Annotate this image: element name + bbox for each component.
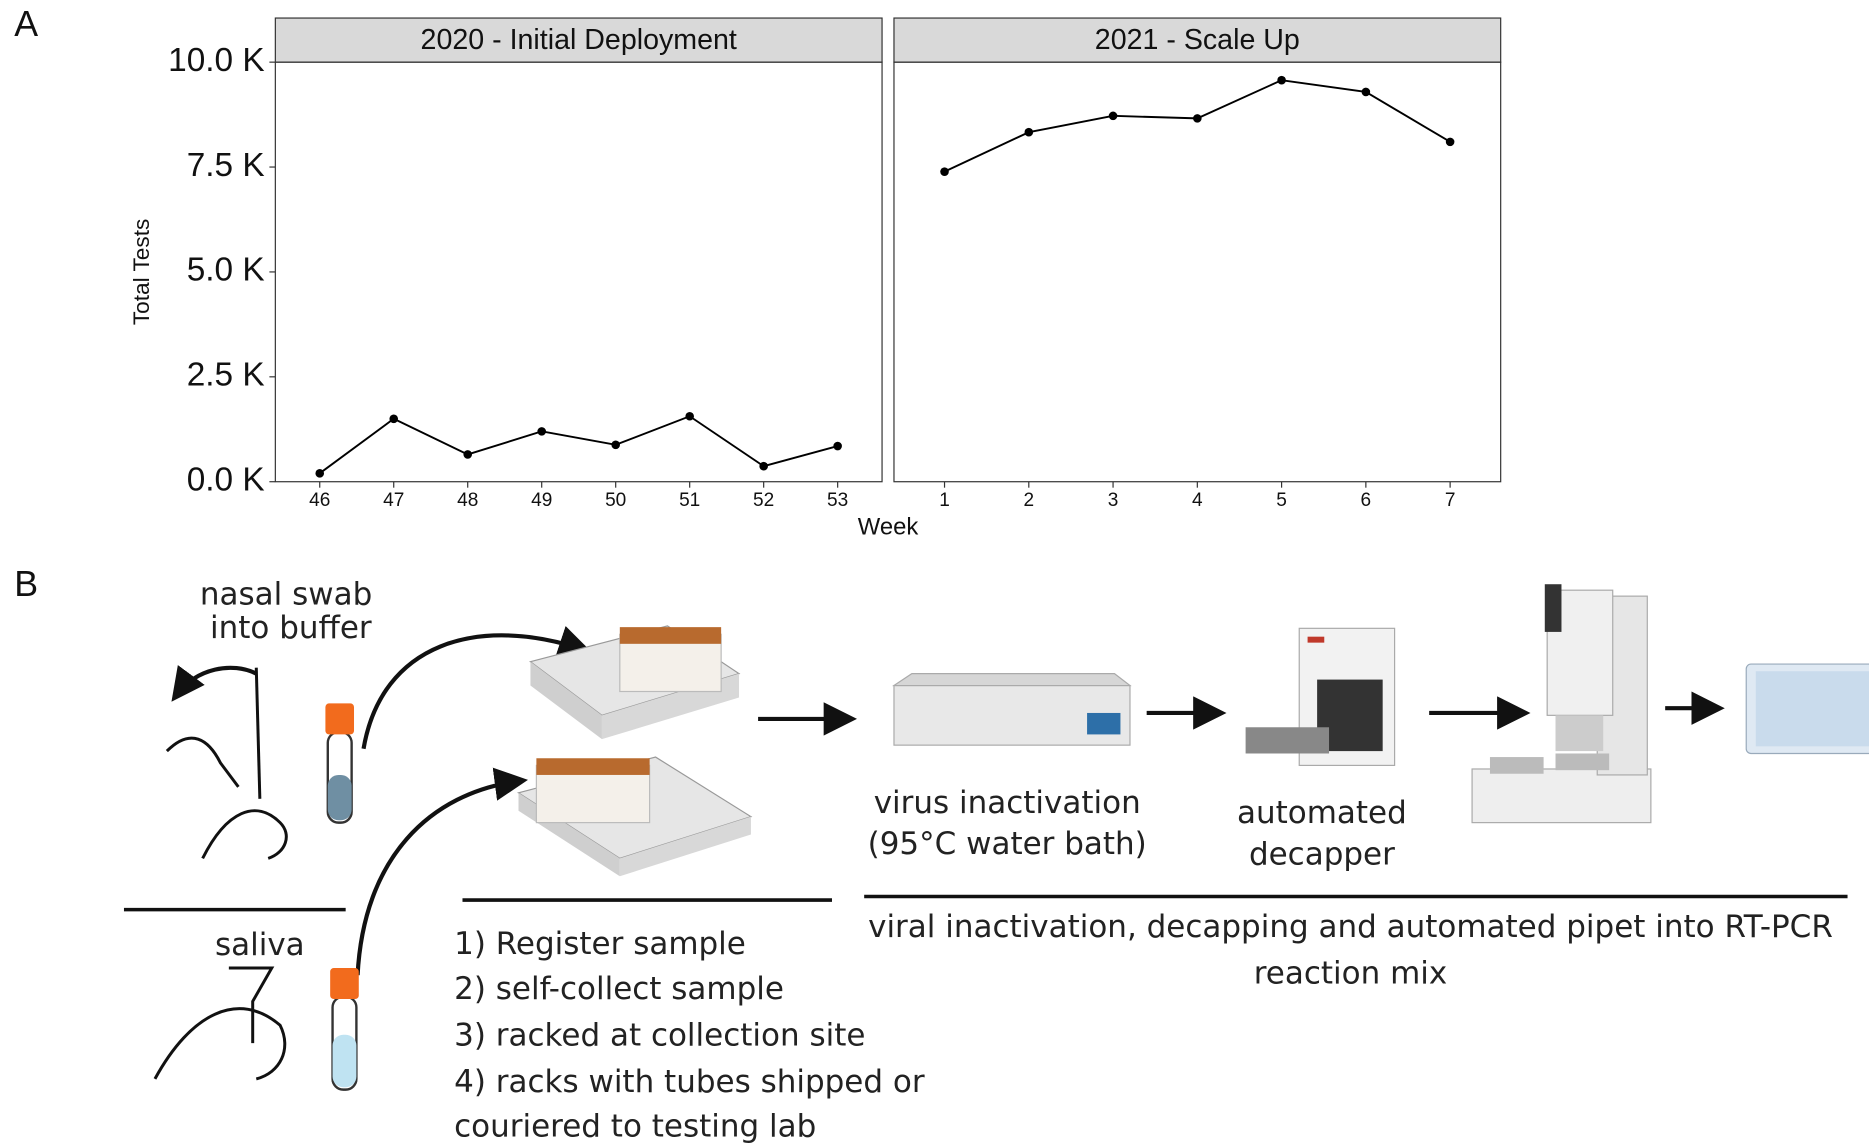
data-point: [1024, 127, 1034, 137]
step: 4) racks with tubes shipped or: [454, 1064, 925, 1100]
x-tick-label: 46: [309, 490, 330, 511]
x-tick-label: 49: [531, 490, 552, 511]
tube: [325, 703, 355, 824]
caption: reaction mix: [1254, 956, 1447, 992]
label: (95°C water bath): [868, 826, 1147, 862]
y-axis-label: Total Tests: [129, 219, 154, 325]
caption: viral inactivation, decapping and automa…: [868, 909, 1833, 945]
decapper-icon: [1245, 627, 1396, 767]
pipettor-icon: [1471, 584, 1652, 824]
hand-icon: [153, 667, 288, 1081]
step: 3) racked at collection site: [454, 1018, 865, 1054]
tube: [330, 968, 359, 1091]
panel-label: B: [14, 564, 38, 604]
facet-title: 2020 - Initial Deployment: [421, 24, 737, 56]
label: nasal swab: [200, 577, 372, 613]
panel: [893, 61, 1502, 483]
dividers: [123, 894, 1848, 912]
data-line: [319, 415, 838, 475]
label: automated: [1237, 795, 1407, 831]
y-tick-label: 10.0 K: [168, 42, 264, 79]
x-tick-label: 6: [1361, 490, 1372, 511]
plate-icon: [1745, 663, 1869, 755]
data-point: [1108, 111, 1118, 121]
data-point: [389, 414, 399, 424]
data-point: [759, 461, 768, 471]
panel: [274, 61, 883, 483]
label: virus inactivation: [874, 785, 1141, 821]
strip: [274, 17, 883, 63]
arrow: [361, 626, 592, 750]
label: saliva: [215, 927, 305, 963]
strip: [893, 17, 1502, 63]
data-line: [944, 79, 1451, 173]
data-point: [463, 450, 473, 459]
y-tick-label: 5.0 K: [187, 252, 265, 289]
diagram: nasal swab into buffer saliva 1) Registe…: [123, 577, 1869, 1144]
x-tick-label: 7: [1445, 490, 1456, 511]
arrow: [171, 665, 258, 702]
x-tick-label: 5: [1276, 490, 1287, 511]
x-tick-label: 1: [939, 490, 950, 511]
step: 1) Register sample: [454, 926, 746, 962]
water-bath-icon: [892, 673, 1132, 746]
label: into buffer: [210, 610, 372, 646]
data-point: [1445, 137, 1455, 147]
data-point: [537, 427, 546, 436]
label: decapper: [1249, 836, 1395, 872]
data-point: [1277, 75, 1286, 85]
x-tick-label: 53: [827, 490, 848, 511]
data-point: [1193, 114, 1202, 123]
x-tick-label: 47: [383, 490, 404, 511]
panel-label: A: [14, 4, 38, 44]
data-point: [685, 411, 694, 421]
arrow: [355, 767, 528, 976]
x-tick-label: 3: [1108, 490, 1119, 511]
data-point: [940, 167, 949, 176]
x-tick-label: 50: [605, 490, 626, 511]
x-tick-label: 48: [457, 490, 478, 511]
x-tick-label: 4: [1192, 490, 1203, 511]
step: 2) self-collect sample: [454, 971, 784, 1007]
x-tick-label: 2: [1023, 490, 1034, 511]
data-point: [833, 441, 842, 451]
arrows: [171, 626, 1725, 976]
x-tick-label: 51: [679, 490, 700, 511]
y-tick-label: 0.0 K: [187, 462, 265, 499]
rack: [529, 625, 741, 740]
data-point: [1361, 87, 1371, 97]
rack: [517, 756, 753, 877]
x-axis-label: Week: [858, 514, 919, 541]
y-tick-label: 7.5 K: [187, 147, 265, 184]
step: couriered to testing lab: [454, 1108, 816, 1144]
data-point: [315, 469, 325, 478]
facet-title: 2021 - Scale Up: [1095, 24, 1300, 56]
y-tick-label: 2.5 K: [187, 357, 265, 394]
data-point: [611, 440, 620, 450]
x-tick-label: 52: [753, 490, 774, 511]
